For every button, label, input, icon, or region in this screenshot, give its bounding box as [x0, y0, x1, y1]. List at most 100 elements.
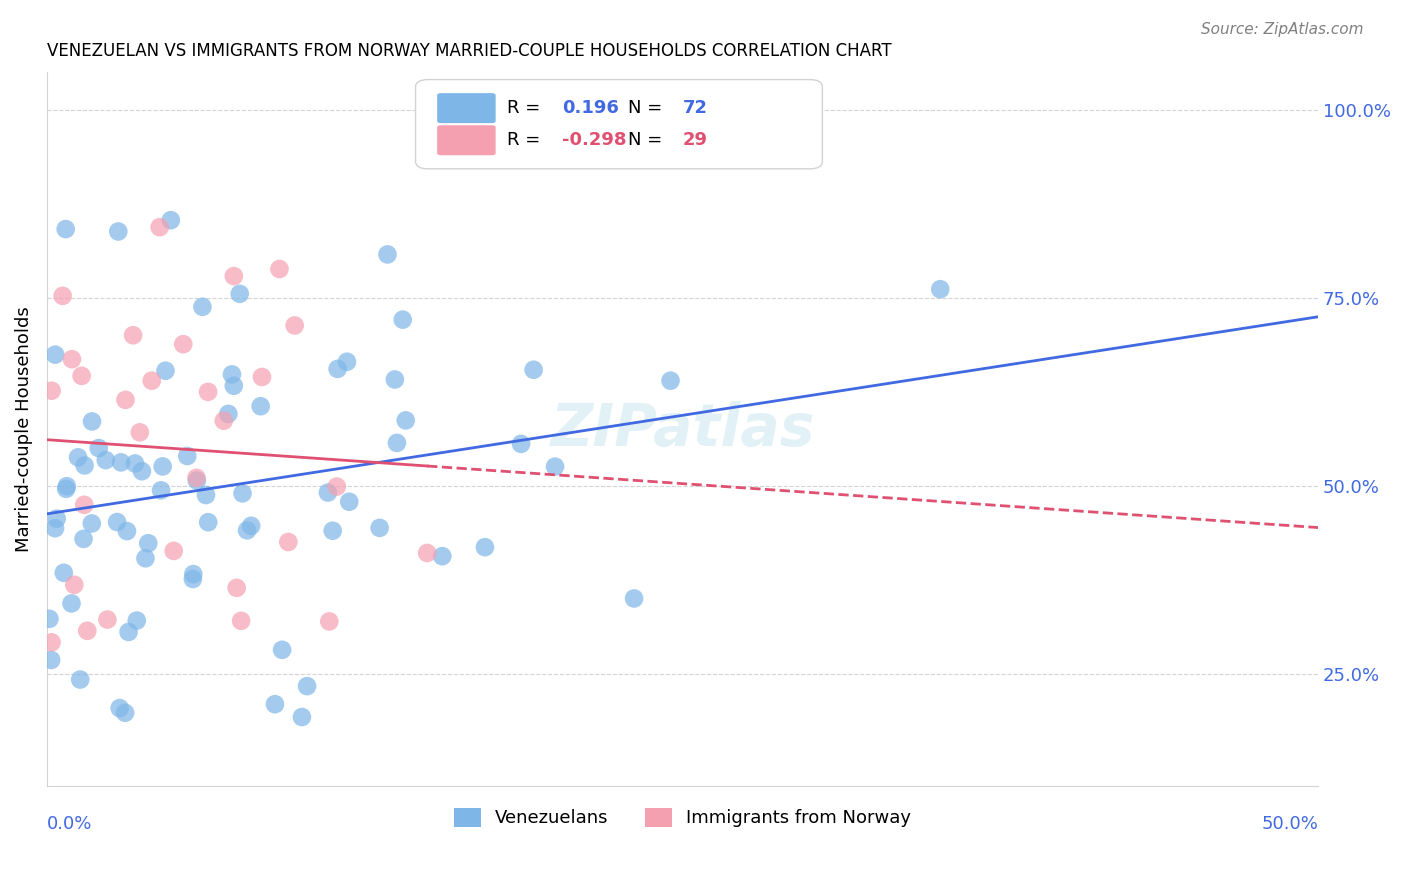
Point	[225, 581, 247, 595]
Text: N =: N =	[628, 131, 668, 149]
Point	[336, 355, 359, 369]
Point	[929, 282, 952, 296]
Point	[44, 348, 66, 362]
Point	[197, 384, 219, 399]
Point	[105, 515, 128, 529]
Point	[108, 701, 131, 715]
Point	[141, 374, 163, 388]
Text: R =: R =	[508, 131, 546, 149]
Point	[181, 572, 204, 586]
Point	[659, 374, 682, 388]
Point	[318, 615, 340, 629]
Point	[322, 524, 344, 538]
Point	[240, 518, 263, 533]
Point	[264, 697, 287, 711]
Point	[291, 710, 314, 724]
Point	[271, 642, 294, 657]
Point	[377, 247, 399, 261]
Point	[150, 483, 173, 498]
Point	[221, 368, 243, 382]
Text: Source: ZipAtlas.com: Source: ZipAtlas.com	[1201, 22, 1364, 37]
Point	[60, 596, 83, 610]
Y-axis label: Married-couple Households: Married-couple Households	[15, 307, 32, 552]
Point	[384, 372, 406, 386]
Point	[181, 567, 204, 582]
Text: -0.298: -0.298	[562, 131, 626, 149]
Point	[122, 328, 145, 343]
Point	[229, 286, 252, 301]
Text: VENEZUELAN VS IMMIGRANTS FROM NORWAY MARRIED-COUPLE HOUSEHOLDS CORRELATION CHART: VENEZUELAN VS IMMIGRANTS FROM NORWAY MAR…	[46, 42, 891, 60]
Text: 0.0%: 0.0%	[46, 815, 93, 833]
Point	[80, 516, 103, 531]
Point	[44, 521, 66, 535]
Point	[163, 544, 186, 558]
Point	[70, 368, 93, 383]
Point	[67, 450, 90, 465]
Text: 72: 72	[682, 99, 707, 117]
Point	[284, 318, 307, 333]
Point	[269, 262, 291, 277]
Point	[623, 591, 645, 606]
Point	[149, 220, 172, 235]
Point	[52, 289, 75, 303]
Point	[55, 222, 77, 236]
Point	[76, 624, 98, 638]
Point	[277, 535, 299, 549]
Point	[194, 488, 217, 502]
Point	[250, 370, 273, 384]
Point	[176, 449, 198, 463]
Point	[107, 225, 129, 239]
Point	[73, 458, 96, 473]
Point	[325, 479, 347, 493]
Text: 29: 29	[682, 131, 707, 149]
Point	[152, 459, 174, 474]
Point	[368, 521, 391, 535]
Point	[391, 312, 413, 326]
Point	[395, 413, 418, 427]
Point	[326, 362, 349, 376]
Point	[155, 364, 177, 378]
Point	[197, 515, 219, 529]
Point	[186, 471, 208, 485]
Point	[474, 540, 496, 554]
Point	[186, 474, 208, 488]
Point	[38, 612, 60, 626]
Point	[55, 482, 77, 496]
FancyBboxPatch shape	[437, 93, 496, 123]
Point	[72, 532, 94, 546]
Point	[96, 613, 118, 627]
Point	[222, 269, 245, 284]
Point	[249, 399, 271, 413]
Point	[63, 578, 86, 592]
Point	[236, 524, 259, 538]
Point	[52, 566, 75, 580]
Text: 50.0%: 50.0%	[1261, 815, 1319, 833]
Point	[131, 464, 153, 478]
Point	[87, 441, 110, 455]
Legend: Venezuelans, Immigrants from Norway: Venezuelans, Immigrants from Norway	[447, 801, 918, 835]
Point	[231, 486, 253, 500]
Point	[136, 536, 159, 550]
FancyBboxPatch shape	[437, 125, 496, 155]
Point	[73, 498, 96, 512]
Point	[229, 614, 252, 628]
Point	[69, 673, 91, 687]
Text: R =: R =	[508, 99, 546, 117]
Point	[295, 679, 318, 693]
Point	[510, 437, 533, 451]
Point	[125, 614, 148, 628]
Point	[114, 392, 136, 407]
Point	[41, 635, 63, 649]
Point	[432, 549, 454, 564]
Point	[110, 455, 132, 469]
Point	[39, 653, 62, 667]
Point	[523, 363, 546, 377]
Point	[115, 524, 138, 538]
Point	[337, 494, 360, 508]
Point	[94, 453, 117, 467]
Point	[160, 213, 183, 227]
Point	[60, 352, 83, 367]
Point	[128, 425, 150, 440]
Point	[114, 706, 136, 720]
Point	[45, 511, 67, 525]
